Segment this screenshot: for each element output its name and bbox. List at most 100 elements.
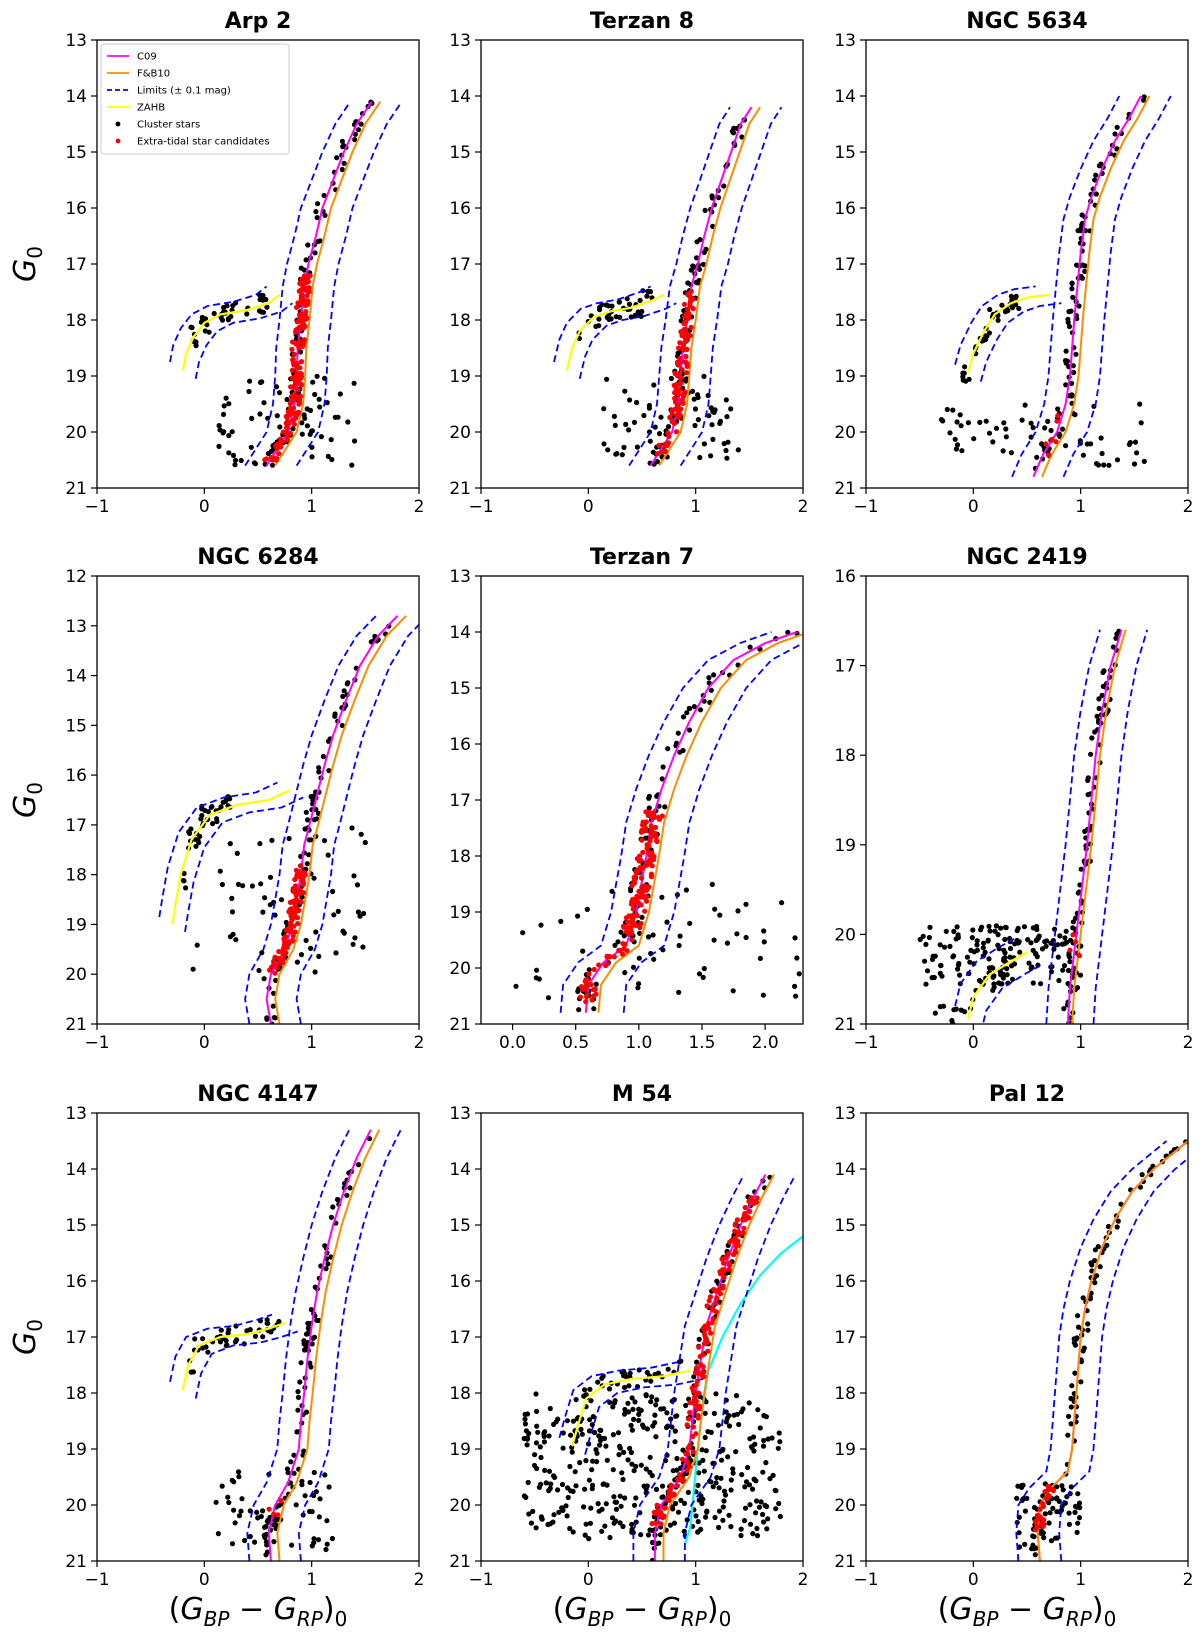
cluster-star	[1080, 1295, 1086, 1301]
cluster-star	[339, 722, 345, 729]
extratidal-star	[283, 420, 289, 426]
cluster-star	[1055, 406, 1061, 412]
cluster-star	[963, 378, 969, 384]
extratidal-star	[1045, 1492, 1051, 1498]
cluster-star	[647, 438, 653, 444]
cluster-star	[757, 955, 764, 962]
cluster-star	[763, 1460, 769, 1466]
cluster-star	[612, 942, 618, 948]
panel-title: NGC 5634	[966, 9, 1088, 34]
cluster-star	[620, 1373, 627, 1379]
cluster-star	[1042, 939, 1048, 945]
cluster-star	[701, 965, 707, 972]
cluster-star	[1033, 937, 1039, 944]
cluster-star	[998, 925, 1004, 931]
cluster-star	[670, 1468, 676, 1474]
y-tick-label: 19	[834, 1440, 856, 1460]
cluster-star	[1095, 462, 1102, 468]
extratidal-star	[624, 948, 630, 954]
cluster-star	[627, 1445, 633, 1451]
cluster-star	[724, 414, 730, 420]
cluster-star	[325, 852, 331, 858]
extratidal-star	[713, 1309, 719, 1315]
extratidal-star	[300, 325, 306, 331]
cluster-star	[638, 1532, 644, 1538]
x-tick-label: −1	[853, 1570, 878, 1590]
cluster-star	[349, 825, 355, 831]
cluster-star	[1094, 713, 1100, 719]
cluster-star	[1059, 426, 1066, 432]
cluster-star	[999, 302, 1005, 308]
extratidal-star	[683, 338, 690, 344]
cluster-star	[762, 1502, 768, 1508]
c09-isochrone	[267, 1129, 372, 1561]
cluster-star	[193, 343, 199, 349]
cluster-star	[708, 1429, 714, 1435]
cluster-star	[1063, 348, 1069, 354]
legend-label: Limits (± 0.1 mag)	[137, 86, 231, 97]
y-tick-label: 21	[834, 1015, 856, 1035]
cluster-star	[1068, 1404, 1074, 1410]
cluster-star	[1114, 1224, 1120, 1230]
y-tick-label: 15	[449, 679, 471, 699]
cluster-star	[1088, 751, 1094, 757]
cluster-star	[695, 1482, 701, 1488]
extratidal-star	[620, 923, 627, 930]
extratidal-star	[306, 285, 312, 291]
cluster-star	[533, 975, 539, 981]
y-tick-label: 17	[449, 791, 471, 811]
cluster-star	[601, 441, 607, 447]
extratidal-star	[687, 1409, 693, 1416]
extratidal-star	[284, 415, 290, 421]
cluster-star	[995, 317, 1001, 323]
extratidal-star	[710, 1316, 716, 1322]
cluster-star	[609, 888, 615, 894]
cluster-star	[1071, 1340, 1077, 1346]
zahb-line	[966, 293, 1049, 374]
cluster-star	[590, 1458, 596, 1464]
cluster-star	[1104, 1242, 1110, 1248]
cluster-star	[310, 1335, 316, 1341]
extratidal-star	[724, 1253, 730, 1259]
cluster-star	[664, 1410, 670, 1416]
cluster-star	[993, 923, 1000, 929]
cluster-star	[1085, 1321, 1091, 1327]
x-tick-label: 0	[583, 1570, 594, 1590]
extratidal-star	[688, 297, 694, 303]
extratidal-star	[289, 418, 295, 424]
fb10-isochrone	[276, 1129, 381, 1561]
cluster-star	[1089, 735, 1095, 741]
cluster-star	[1055, 954, 1061, 960]
cluster-star	[639, 914, 645, 920]
cluster-star	[277, 424, 283, 430]
cluster-star	[1092, 177, 1098, 183]
cluster-star	[615, 1430, 622, 1436]
cluster-star	[648, 1399, 654, 1405]
fb10-isochrone	[274, 101, 382, 467]
cluster-star	[1009, 976, 1016, 982]
extratidal-star	[654, 1502, 660, 1508]
cluster-star	[565, 1494, 571, 1501]
cluster-star	[347, 1185, 353, 1191]
extratidal-star	[709, 1320, 715, 1326]
y-tick-label: 17	[834, 1328, 856, 1348]
cluster-star	[645, 934, 652, 940]
cluster-star	[620, 1476, 626, 1483]
cluster-star	[226, 401, 232, 407]
cluster-star	[588, 1398, 594, 1404]
cluster-star	[569, 1449, 575, 1455]
extratidal-star	[1043, 441, 1049, 447]
panel-title: NGC 6284	[197, 545, 319, 570]
cluster-star	[743, 901, 749, 907]
cluster-star	[730, 988, 736, 994]
cluster-star	[613, 1506, 620, 1512]
cluster-star	[293, 1502, 299, 1508]
cluster-star	[307, 1360, 313, 1366]
cluster-star	[601, 406, 607, 412]
extratidal-star	[304, 293, 310, 299]
extratidal-star	[274, 965, 280, 971]
cluster-star	[578, 1426, 584, 1432]
extratidal-star	[299, 877, 306, 883]
extratidal-star	[297, 381, 303, 387]
